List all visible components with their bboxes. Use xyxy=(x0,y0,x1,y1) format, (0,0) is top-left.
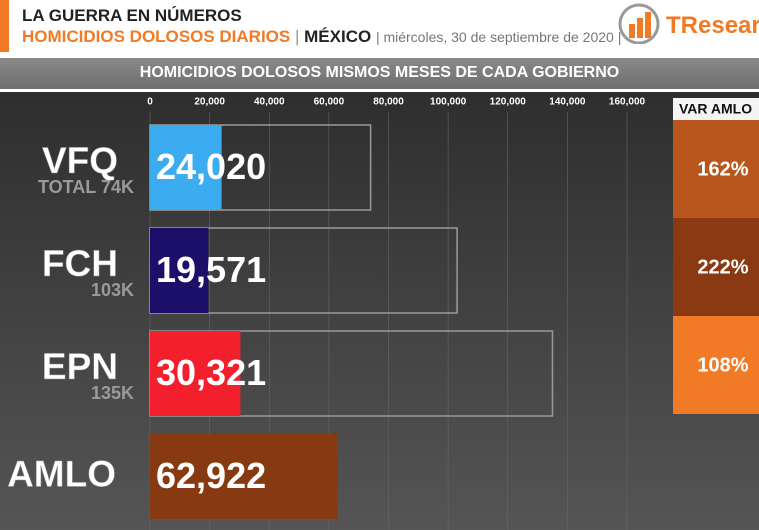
x-tick-label: 40,000 xyxy=(254,97,285,108)
value-label: 19,571 xyxy=(156,249,266,290)
value-label: 30,321 xyxy=(156,352,266,393)
value-label: 62,922 xyxy=(156,455,266,496)
category-label: FCH xyxy=(42,243,118,284)
x-tick-label: 80,000 xyxy=(373,97,404,108)
chart-background xyxy=(0,92,759,530)
total-label: 103K xyxy=(91,280,134,300)
var-box xyxy=(673,316,759,414)
var-box xyxy=(673,120,759,218)
x-tick-label: 160,000 xyxy=(609,97,646,108)
logo-icon xyxy=(618,3,660,44)
date: | miércoles, 30 de septiembre de 2020 | xyxy=(375,29,622,45)
accent-bar xyxy=(0,0,9,52)
var-title: VAR AMLO xyxy=(679,101,752,117)
x-tick-label: 100,000 xyxy=(430,97,467,108)
country: MÉXICO xyxy=(304,27,372,46)
logo: TResearc xyxy=(666,12,759,39)
bar xyxy=(150,331,241,416)
chart-title: HOMICIDIOS DOLOSOS MISMOS MESES DE CADA … xyxy=(139,64,620,81)
x-tick-label: 60,000 xyxy=(314,97,345,108)
x-tick-label: 120,000 xyxy=(490,97,527,108)
x-tick-label: 0 xyxy=(147,97,153,108)
separator: | xyxy=(294,27,300,46)
category-label: AMLO xyxy=(7,453,116,494)
total-label: TOTAL 74K xyxy=(38,177,134,197)
category-label: EPN xyxy=(42,346,118,387)
header-title: HOMICIDIOS DOLOSOS DIARIOS xyxy=(22,27,291,46)
value-label: 24,020 xyxy=(156,146,266,187)
var-label: 162% xyxy=(697,158,748,180)
total-label: 135K xyxy=(91,383,134,403)
x-tick-label: 140,000 xyxy=(549,97,586,108)
x-tick-label: 20,000 xyxy=(194,97,225,108)
category-label: VFQ xyxy=(42,140,118,181)
bar xyxy=(150,125,222,210)
var-label: 108% xyxy=(697,354,748,376)
var-label: 222% xyxy=(697,256,748,278)
var-title-bg xyxy=(673,98,759,120)
kicker: LA GUERRA EN NÚMEROS xyxy=(22,6,242,25)
bar xyxy=(150,434,338,519)
bar xyxy=(150,228,209,313)
title-band xyxy=(0,58,759,89)
var-box xyxy=(673,218,759,316)
header-line: HOMICIDIOS DOLOSOS DIARIOS | MÉXICO | mi… xyxy=(22,27,621,47)
chart: 0 20,000 40,000 60,000 80,000 100,000 120,000 1… xyxy=(0,92,759,530)
